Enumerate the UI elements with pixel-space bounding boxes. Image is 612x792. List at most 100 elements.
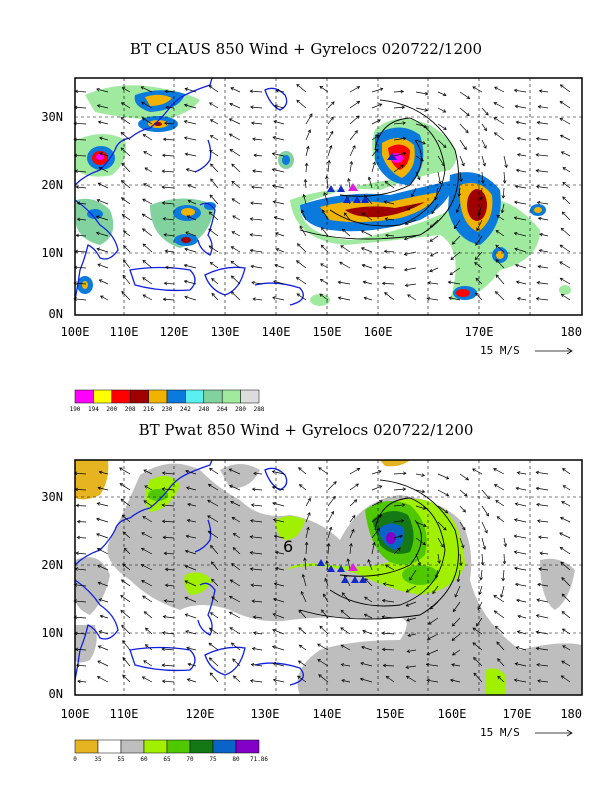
wind-vector-head [513,231,518,236]
wind-vector-head [162,297,167,302]
wind-vector [427,282,439,285]
wind-vector-head [432,590,436,595]
wind-vector [415,171,421,180]
wind-vector-head [122,245,127,249]
wind-vector-head [401,105,406,110]
wind-vector-head [120,180,125,184]
wind-vector-head [143,151,147,155]
wind-vector [305,163,308,173]
wind-vector-head [421,473,426,477]
wind-vector-head [349,160,354,165]
lat-tick: 10N [41,626,63,640]
wind-vector [362,264,373,269]
wind-vector-head [538,89,543,93]
wind-vector [459,91,470,99]
wind-vector-head [404,283,409,288]
wind-vector-head [164,583,169,588]
wind-vector [210,163,219,173]
wind-vector-head [444,509,449,514]
wind-vector [184,296,197,301]
wind-vector-head [434,196,438,201]
wind-vector-head [562,485,567,489]
wind-vector [141,548,153,555]
wind-vector [317,643,329,651]
wind-vector-head [514,247,518,252]
wind-vector [428,617,439,625]
wind-vector-head [230,291,235,295]
wind-vector-head [142,294,147,298]
wind-vector [321,609,329,619]
wind-vector [383,665,395,667]
wind-vector [437,537,444,548]
wind-vector [99,598,109,603]
wind-vector [185,630,197,635]
wind-vector-head [426,636,431,640]
wind-vector [97,660,109,667]
wind-vector [386,675,395,683]
wind-vector-head [249,679,254,683]
wind-vector-head [187,502,191,507]
bottom-map-frame [74,459,583,696]
colorbar-swatch [74,739,99,754]
wind-vector [76,186,87,189]
wind-vector [382,600,395,603]
wind-vector [560,84,571,93]
wind-vector [371,103,382,109]
colorbar-label: 65 [163,756,171,763]
wind-vector-head [249,217,254,221]
wind-vector [252,170,263,173]
wind-vector-head [330,510,334,515]
wind-vector-head [320,263,324,267]
wind-vector [393,106,405,109]
wind-vector-head [211,561,215,565]
wind-vector-head [561,593,566,598]
wind-vector [371,528,380,539]
wind-vector [272,153,285,157]
wind-vector [347,558,351,571]
wind-vector [496,641,505,651]
wind-vector-head [141,101,145,106]
colorbar-swatch [203,389,223,404]
wind-vector-head [97,486,102,490]
wind-vector [75,90,87,93]
wind-vector-head [250,503,255,507]
wind-vector-head [379,500,383,504]
lon-tick: 140E [313,707,342,721]
wind-vector [273,519,285,523]
wind-vector-head [343,212,348,216]
wind-vector [122,514,131,523]
wind-vector [327,160,330,173]
wind-vector [383,583,395,587]
wind-vector [474,251,483,260]
wind-vector [536,138,549,141]
wind-vector-head [209,672,214,676]
wind-vector [253,616,263,619]
wind-vector [342,592,351,603]
wind-vector [349,86,360,93]
wind-vector [121,291,131,301]
wind-vector-head [96,87,100,92]
wind-vector [232,547,241,555]
top-map-frame [74,77,583,316]
wind-vector [299,484,307,491]
wind-vector-head [424,91,429,96]
wind-vector [251,122,263,125]
wind-vector-head [560,227,565,232]
wind-vector-head [122,563,126,568]
wind-vector-head [272,678,277,682]
wind-vector [514,535,527,539]
wind-vector-head [537,582,541,587]
wind-vector-head [381,615,385,619]
bottom-axis-labels: 30N 20N 10N 0N 100E 110E 120E 130E 140E … [41,490,582,739]
wind-vector [538,536,549,539]
wind-vector [99,137,109,141]
wind-vector-head [513,550,518,554]
wind-vector-head [535,185,540,189]
wind-vector-head [437,560,441,564]
wind-vector-head [164,265,169,270]
wind-vector-head [409,577,413,581]
wind-vector [121,625,131,635]
wind-vector-head [210,163,214,168]
wind-vector-head [402,151,407,156]
wind-vector-head [477,212,482,217]
